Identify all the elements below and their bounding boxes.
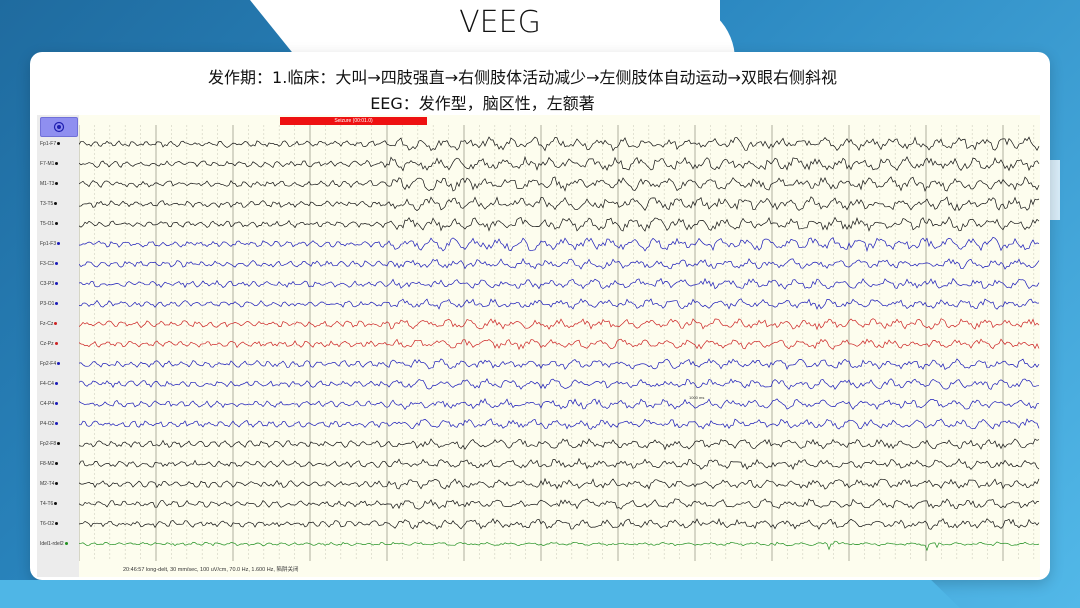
eeg-trace [78, 518, 1040, 530]
channel-color-dot-icon [55, 302, 59, 306]
channel-label-text: Fp2-F8 [40, 441, 57, 447]
channel-color-dot-icon [54, 502, 58, 506]
channel-label[interactable]: Idel1-rdel2 [40, 541, 68, 547]
channel-color-dot-icon [54, 262, 58, 266]
channel-label-text: F7-M1 [40, 161, 55, 167]
eeg-waveforms [78, 125, 1040, 561]
channel-label-text: F3-C3 [40, 261, 54, 267]
channel-color-dot-icon [55, 482, 59, 486]
channel-color-dot-icon [55, 462, 59, 466]
channel-label-text: C3-P3 [40, 281, 55, 287]
channel-color-dot-icon [55, 402, 59, 406]
eeg-trace [78, 338, 1040, 351]
eeg-trace [78, 358, 1040, 370]
channel-label-text: T5-O1 [40, 221, 55, 227]
channel-color-dot-icon [55, 422, 59, 426]
channel-label-text: M2-T4 [40, 481, 55, 487]
channel-label[interactable]: F3-C3 [40, 261, 58, 267]
eeg-plot-area[interactable]: Seizure (00:01.0) 1000 ms 20:46:57 long-… [78, 115, 1040, 577]
eeg-trace [79, 540, 1040, 552]
channel-label[interactable]: Fz-Cz [40, 321, 58, 327]
channel-label[interactable]: C3-P3 [40, 281, 59, 287]
eeg-viewer: Fp1-F7 F7-M1 M1-T3 T3-T5 T5-O1 Fp1-F3 F3-C3 C3-… [37, 115, 1040, 577]
channel-label[interactable]: F4-C4 [40, 381, 58, 387]
channel-label[interactable]: F8-M2 [40, 461, 59, 467]
channel-label-text: Fp1-F7 [40, 141, 57, 147]
channel-color-dot-icon [55, 522, 59, 526]
recording-settings: 20:46:57 long-delt, 30 mm/sec, 100 uV/cm… [123, 567, 299, 573]
channel-label-text: F8-M2 [40, 461, 55, 467]
channel-label[interactable]: T5-O1 [40, 221, 59, 227]
channel-label[interactable]: M2-T4 [40, 481, 59, 487]
description-eeg: EEG：发作型，脑区性，左额著 [370, 94, 595, 113]
eeg-trace [78, 298, 1040, 310]
channel-label[interactable]: C4-P4 [40, 401, 59, 407]
channel-label[interactable]: Fp1-F7 [40, 141, 61, 147]
eeg-trace [78, 457, 1040, 471]
channel-label-text: T3-T5 [40, 201, 54, 207]
channel-label[interactable]: Fp2-F4 [40, 361, 61, 367]
eeg-trace [78, 155, 1040, 172]
channel-label[interactable]: T4-T6 [40, 501, 58, 507]
channel-color-dot-icon [57, 442, 61, 446]
eeg-trace [78, 477, 1040, 490]
channel-color-dot-icon [57, 142, 61, 146]
description-clinical: 发作期：1.临床：大叫→四肢强直→右侧肢体活动减少→左侧肢体自动运动→双眼右侧斜… [208, 68, 837, 87]
eeg-trace [78, 318, 1040, 331]
channel-color-dot-icon [57, 362, 61, 366]
channel-label-text: Idel1-rdel2 [40, 541, 64, 547]
channel-label-text: Fp1-F3 [40, 241, 57, 247]
eye-target-icon [53, 121, 65, 133]
channel-label[interactable]: M1-T3 [40, 181, 59, 187]
eeg-trace [78, 176, 1040, 192]
channel-label-text: Fp2-F4 [40, 361, 57, 367]
eeg-trace [78, 418, 1040, 430]
eeg-trace [78, 196, 1040, 212]
channel-color-dot-icon [54, 322, 58, 326]
bottom-band-decoration [0, 580, 960, 608]
slide-title: VEEG [459, 5, 541, 40]
channel-label[interactable]: P4-O2 [40, 421, 59, 427]
channel-color-dot-icon [54, 202, 58, 206]
channel-label-column: Fp1-F7 F7-M1 M1-T3 T3-T5 T5-O1 Fp1-F3 F3-C3 C3-… [37, 115, 79, 577]
channel-label-text: Cz-Pz [40, 341, 54, 347]
seizure-marker[interactable]: Seizure (00:01.0) [280, 117, 427, 125]
eeg-trace [78, 397, 1040, 410]
channel-label[interactable]: Fp1-F3 [40, 241, 61, 247]
channel-label[interactable]: T3-T5 [40, 201, 58, 207]
eeg-trace [78, 498, 1040, 510]
channel-label-text: M1-T3 [40, 181, 55, 187]
eeg-trace [78, 136, 1040, 152]
channel-label-text: P4-O2 [40, 421, 55, 427]
time-scale-label: 1000 ms [689, 395, 705, 400]
channel-color-dot-icon [55, 222, 59, 226]
channel-label-text: Fz-Cz [40, 321, 54, 327]
channel-label-text: C4-P4 [40, 401, 55, 407]
channel-color-dot-icon [54, 382, 58, 386]
eeg-trace [78, 438, 1040, 451]
eeg-trace [78, 378, 1040, 390]
channel-label[interactable]: P3-O1 [40, 301, 59, 307]
eeg-trace [78, 216, 1040, 232]
channel-color-dot-icon [55, 282, 59, 286]
channel-label-text: F4-C4 [40, 381, 54, 387]
channel-label[interactable]: F7-M1 [40, 161, 59, 167]
eeg-trace [78, 277, 1040, 290]
channel-label-text: P3-O1 [40, 301, 55, 307]
channel-color-dot-icon [54, 342, 58, 346]
channel-label[interactable]: Fp2-F8 [40, 441, 61, 447]
eeg-trace [78, 257, 1040, 270]
channel-color-dot-icon [64, 542, 68, 546]
channel-color-dot-icon [57, 242, 61, 246]
channel-label-text: T4-T6 [40, 501, 54, 507]
channel-label-text: T6-O2 [40, 521, 55, 527]
channel-color-dot-icon [55, 182, 59, 186]
channel-label[interactable]: Cz-Pz [40, 341, 58, 347]
channel-color-dot-icon [55, 162, 59, 166]
eeg-trace [78, 236, 1040, 253]
channel-label[interactable]: T6-O2 [40, 521, 59, 527]
montage-button[interactable] [40, 117, 78, 137]
